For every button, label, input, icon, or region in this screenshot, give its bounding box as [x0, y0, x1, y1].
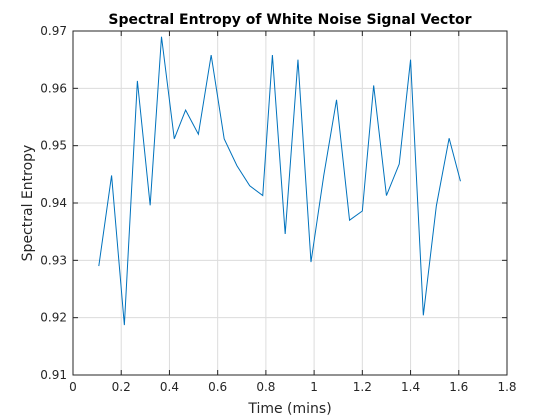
- y-tick-label: 0.97: [40, 24, 67, 38]
- x-tick-label: 1.2: [353, 380, 372, 394]
- axes: [72, 30, 508, 376]
- y-tick-label: 0.94: [40, 196, 67, 210]
- y-tick-label: 0.91: [40, 368, 67, 382]
- x-tick-label: 1.4: [401, 380, 420, 394]
- x-tick-label: 1: [310, 380, 318, 394]
- x-tick-label: 0: [69, 380, 77, 394]
- x-tick-label: 0.6: [208, 380, 227, 394]
- x-tick-label: 1.8: [497, 380, 516, 394]
- spectral-entropy-line: [98, 36, 461, 326]
- y-tick-label: 0.95: [40, 139, 67, 153]
- series-layer: [98, 36, 461, 326]
- y-tick-label: 0.92: [40, 311, 67, 325]
- x-tick-label: 0.4: [160, 380, 179, 394]
- tick-labels: 0 0.2 0.4 0.6 0.8 1 1.2 1.4 1.6 1.8 0.91 0.92 0.93 0.…: [40, 24, 516, 394]
- y-tick-label: 0.96: [40, 81, 67, 95]
- x-axis-label: Time (mins): [247, 401, 331, 417]
- y-tick-label: 0.93: [40, 253, 67, 267]
- x-tick-label: 0.8: [256, 380, 275, 394]
- x-tick-label: 1.6: [449, 380, 468, 394]
- y-axis-label: Spectral Entropy: [20, 145, 36, 262]
- x-tick-label: 0.2: [112, 380, 131, 394]
- chart-title: Spectral Entropy of White Noise Signal V…: [108, 12, 471, 28]
